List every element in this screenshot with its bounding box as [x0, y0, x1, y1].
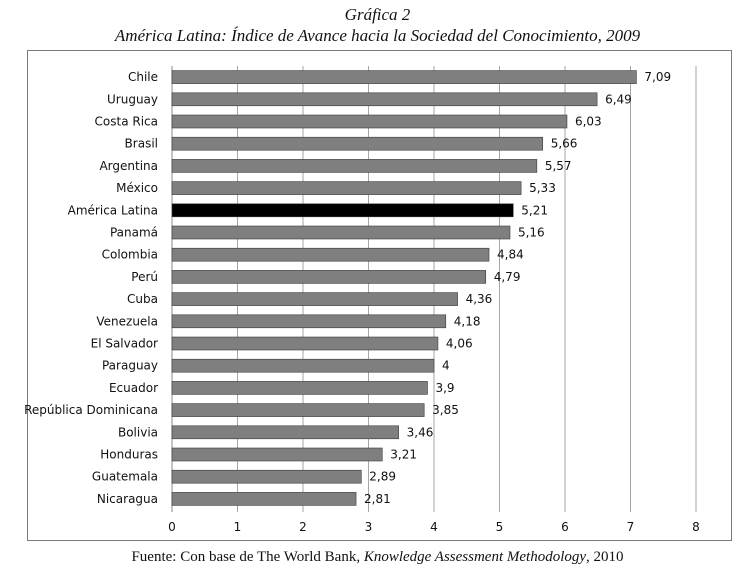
- x-tick-label: 0: [168, 520, 176, 534]
- category-label: Paraguay: [102, 359, 158, 373]
- source-prefix: Fuente: Con base de The World Bank,: [131, 549, 364, 565]
- data-label: 5,16: [518, 226, 545, 240]
- bar: [171, 425, 399, 440]
- data-label: 3,21: [390, 448, 417, 462]
- category-label: Uruguay: [107, 92, 158, 106]
- data-label: 5,33: [529, 181, 556, 195]
- category-label: Argentina: [99, 159, 158, 173]
- data-label: 5,66: [551, 137, 578, 151]
- data-label: 4,18: [454, 314, 481, 328]
- bar: [171, 403, 425, 417]
- bar: [171, 381, 428, 395]
- bar: [171, 114, 568, 129]
- category-label: América Latina: [68, 203, 158, 217]
- category-label: Panamá: [110, 226, 158, 240]
- bar: [171, 336, 439, 351]
- x-tick-label: 4: [430, 520, 438, 534]
- data-label: 4: [442, 359, 450, 373]
- highlight-bar: [171, 203, 514, 218]
- data-label: 7,09: [644, 70, 671, 84]
- bar: [171, 492, 357, 506]
- chart-subtitle: América Latina: Índice de Avance hacia l…: [114, 26, 641, 45]
- category-label: Nicaragua: [97, 492, 158, 506]
- category-label: Chile: [128, 70, 158, 84]
- category-label: Ecuador: [109, 381, 158, 395]
- category-label: República Dominicana: [24, 403, 158, 417]
- x-tick-label: 7: [627, 520, 635, 534]
- source-suffix: , 2010: [586, 549, 624, 565]
- source-italic: Knowledge Assessment Methodology: [363, 549, 587, 565]
- category-label: Brasil: [125, 137, 158, 151]
- category-label: México: [116, 181, 158, 195]
- bar: [171, 247, 490, 262]
- data-label: 4,36: [466, 292, 493, 306]
- x-tick-label: 1: [234, 520, 242, 534]
- data-label: 6,03: [575, 115, 602, 129]
- bar: [171, 92, 598, 107]
- x-tick-label: 5: [496, 520, 504, 534]
- bar: [171, 447, 383, 462]
- data-label: 5,57: [545, 159, 572, 173]
- category-label: Venezuela: [96, 314, 158, 328]
- bar: [171, 270, 487, 284]
- bar: [171, 181, 522, 195]
- data-label: 2,81: [364, 492, 391, 506]
- data-label: 3,46: [407, 425, 434, 439]
- bar: [171, 159, 538, 173]
- category-label: Perú: [131, 270, 158, 284]
- bar: [171, 70, 637, 84]
- category-label: Guatemala: [92, 470, 158, 484]
- category-label: El Salvador: [91, 337, 158, 351]
- data-label: 4,79: [494, 270, 521, 284]
- x-tick-label: 3: [365, 520, 373, 534]
- source-note: Fuente: Con base de The World Bank, Know…: [0, 549, 755, 566]
- x-tick-label: 6: [561, 520, 569, 534]
- category-label: Honduras: [100, 448, 158, 462]
- bar: [171, 469, 362, 484]
- chart-title: Gráfica 2: [344, 5, 411, 24]
- x-tick-label: 8: [692, 520, 700, 534]
- x-tick-label: 2: [299, 520, 307, 534]
- category-label: Costa Rica: [95, 115, 158, 129]
- bar: [171, 225, 511, 240]
- data-label: 6,49: [605, 92, 632, 106]
- data-label: 3,85: [432, 403, 459, 417]
- bar: [171, 358, 435, 373]
- chart-frame: [27, 50, 732, 541]
- category-label: Cuba: [127, 292, 158, 306]
- data-label: 3,9: [435, 381, 454, 395]
- bar: [171, 314, 447, 329]
- bar: [171, 292, 458, 306]
- category-label: Colombia: [102, 248, 158, 262]
- data-label: 4,06: [446, 337, 473, 351]
- data-label: 4,84: [497, 248, 524, 262]
- bar: [171, 136, 544, 151]
- data-label: 2,89: [369, 470, 396, 484]
- category-label: Bolivia: [118, 425, 158, 439]
- data-label: 5,21: [521, 203, 548, 217]
